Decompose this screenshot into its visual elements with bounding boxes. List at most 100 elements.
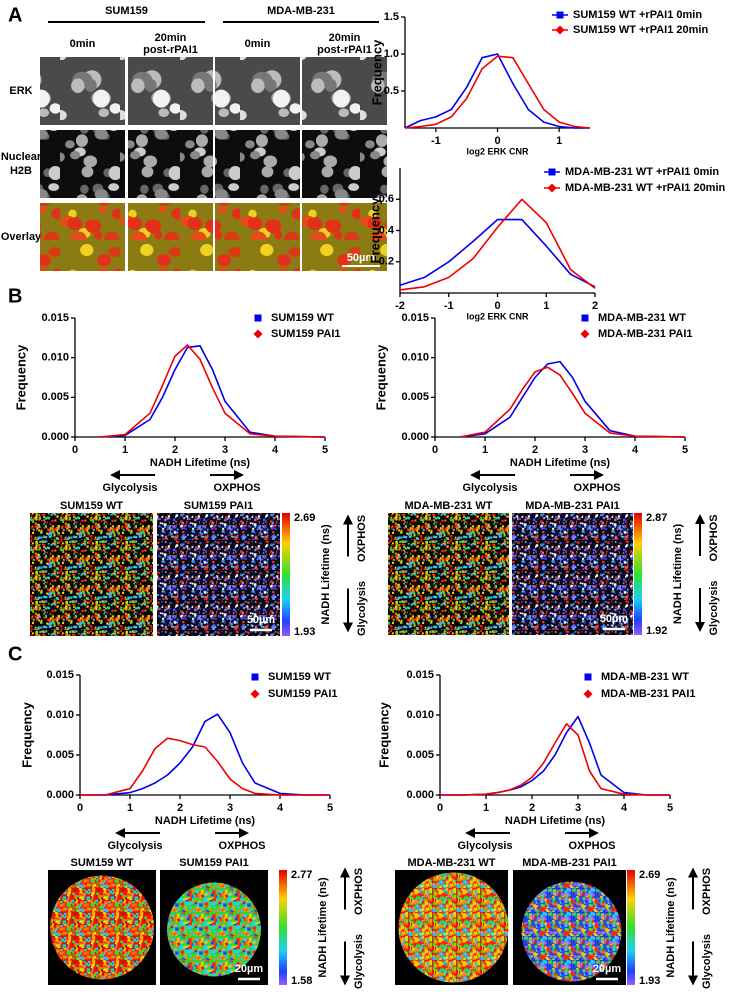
colorbar <box>282 513 290 636</box>
flim-image <box>30 513 153 636</box>
x-tick-label: -1 <box>431 135 441 147</box>
x-tick-label: 4 <box>272 444 279 456</box>
legend-label: SUM159 WT +rPAI1 0min <box>573 9 702 21</box>
series-line <box>80 737 330 796</box>
legend-marker <box>251 673 259 681</box>
legend-label: MDA-MB-231 WT <box>601 671 689 683</box>
x-tick-label: 0 <box>77 802 83 814</box>
y-tick-label: 0.4 <box>379 224 395 236</box>
y-tick-label: 0.010 <box>401 352 429 364</box>
micrograph <box>215 203 300 271</box>
micrograph <box>128 57 213 125</box>
y-axis-label: Frequency <box>369 39 384 106</box>
x-tick-label: 1 <box>122 444 128 456</box>
annotation: Glycolysis <box>107 840 162 852</box>
series-line <box>80 713 330 796</box>
image-title: MDA-MB-231 WT <box>408 857 496 869</box>
y-axis-label: Frequency <box>373 344 388 411</box>
y-tick-label: 0.010 <box>41 352 69 364</box>
legend-label: SUM159 PAI1 <box>268 688 338 700</box>
spheroid <box>50 875 154 980</box>
colorbar-label: NADH Lifetime (ns) <box>665 877 677 978</box>
micrograph <box>302 57 387 125</box>
row-label: Overlay <box>1 231 42 243</box>
x-tick-label: 2 <box>172 444 178 456</box>
x-tick-label: 5 <box>667 802 673 814</box>
y-tick-label: 1.0 <box>384 48 399 60</box>
x-axis-label: NADH Lifetime (ns) <box>510 457 611 469</box>
y-tick-label: 0.000 <box>406 789 434 801</box>
x-tick-label: 0 <box>432 444 438 456</box>
x-tick-label: 4 <box>621 802 628 814</box>
y-tick-label: 0.000 <box>41 431 69 443</box>
glycolysis-label: Glycolysis <box>356 581 368 636</box>
image-title: SUM159 WT <box>71 857 134 869</box>
x-tick-label: 4 <box>632 444 639 456</box>
flim-image <box>388 513 509 635</box>
x-tick-label: 0 <box>437 802 443 814</box>
flim-image <box>157 513 280 636</box>
oxphos-label: OXPHOS <box>701 868 713 915</box>
legend-marker <box>250 689 260 699</box>
legend-label: SUM159 WT <box>268 671 331 683</box>
timepoint-label: post-rPAI1 <box>143 44 198 56</box>
legend-label: SUM159 WT <box>271 312 334 324</box>
oxphos-label: OXPHOS <box>356 515 368 562</box>
annotation: OXPHOS <box>218 840 265 852</box>
scale-bar-label: 50µm <box>247 614 276 626</box>
colorbar-label: NADH Lifetime (ns) <box>317 877 329 978</box>
micrograph <box>215 130 300 198</box>
timepoint-label: 0min <box>245 38 271 50</box>
y-tick-label: 1.5 <box>384 11 399 23</box>
legend-marker <box>584 673 592 681</box>
oxphos-label: OXPHOS <box>353 868 365 915</box>
annotation: OXPHOS <box>568 840 615 852</box>
y-axis-label: Frequency <box>19 701 34 768</box>
x-tick-label: 2 <box>177 802 183 814</box>
colorbar <box>279 870 287 985</box>
legend-marker <box>548 168 556 176</box>
x-axis-label: NADH Lifetime (ns) <box>155 815 256 827</box>
x-axis-label: NADH Lifetime (ns) <box>505 815 606 827</box>
legend-marker <box>580 329 590 339</box>
x-axis-label: log2 ERK CNR <box>466 311 529 321</box>
image-title: SUM159 WT <box>60 500 123 512</box>
series-line <box>440 715 670 796</box>
x-tick-label: 3 <box>227 802 233 814</box>
cell-line-header: MDA-MB-231 <box>267 5 335 17</box>
colorbar-max: 2.87 <box>646 512 667 524</box>
x-tick-label: 1 <box>127 802 133 814</box>
y-axis-label: Frequency <box>367 197 382 264</box>
series-line <box>399 198 596 291</box>
colorbar <box>634 513 642 635</box>
colorbar-min: 1.58 <box>291 975 312 987</box>
x-tick-label: 2 <box>592 300 598 312</box>
y-tick-label: 0.015 <box>46 669 74 681</box>
x-axis-label: log2 ERK CNR <box>466 146 529 156</box>
y-tick-label: 0.010 <box>406 709 434 721</box>
series-line <box>99 344 326 438</box>
micrograph <box>302 130 387 198</box>
x-tick-label: 0 <box>494 135 500 147</box>
colorbar-min: 1.93 <box>639 975 660 987</box>
x-tick-label: 3 <box>222 444 228 456</box>
panel-label: B <box>8 285 22 307</box>
image-title: MDA-MB-231 WT <box>405 500 493 512</box>
scale-bar-label: 20µm <box>235 963 264 975</box>
micrograph <box>40 130 125 198</box>
panel-label: A <box>8 4 22 26</box>
y-tick-label: 0.000 <box>46 789 74 801</box>
legend-label: MDA-MB-231 WT <box>598 312 686 324</box>
colorbar-max: 2.77 <box>291 869 312 881</box>
cell-line-header: SUM159 <box>105 5 148 17</box>
flim-image <box>512 513 633 635</box>
y-tick-label: 0.015 <box>406 669 434 681</box>
legend-marker <box>254 314 262 322</box>
y-tick-label: 0.005 <box>401 391 429 403</box>
x-tick-label: -1 <box>444 300 454 312</box>
legend-label: SUM159 PAI1 <box>271 328 341 340</box>
colorbar-min: 1.93 <box>294 626 315 638</box>
x-tick-label: 1 <box>482 444 488 456</box>
y-tick-label: 0.2 <box>379 256 394 268</box>
